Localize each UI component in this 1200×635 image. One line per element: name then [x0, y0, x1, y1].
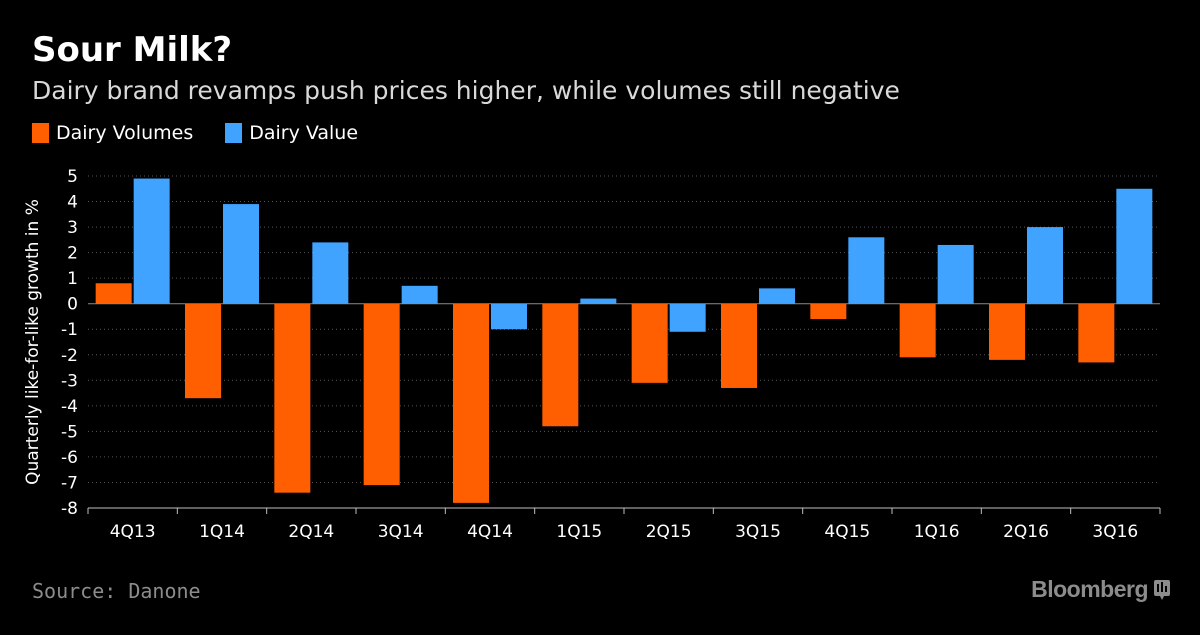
bar-dairy-volumes: [363, 303, 400, 486]
y-tick-label: 2: [67, 244, 78, 264]
bar-dairy-volumes: [721, 303, 757, 388]
y-tick-label: 1: [67, 269, 78, 289]
bar-dairy-volumes: [185, 303, 221, 399]
bar-dairy-value: [312, 242, 349, 304]
bar-dairy-value: [937, 244, 974, 304]
x-tick-label: 1Q14: [199, 522, 245, 542]
y-axis-title: Quarterly like-for-like growth in %: [23, 199, 43, 485]
y-tick-label: -2: [61, 346, 78, 366]
bar-dairy-value: [491, 303, 527, 330]
bar-dairy-value: [401, 285, 438, 304]
y-tick-label: -4: [61, 397, 78, 417]
y-tick-label: -1: [61, 320, 78, 340]
legend-label-volumes: Dairy Volumes: [56, 122, 194, 144]
x-tick-label: 3Q16: [1092, 522, 1138, 542]
y-tick-label: -6: [61, 448, 78, 468]
bar-dairy-volumes: [274, 303, 311, 493]
bar-dairy-value: [759, 288, 795, 304]
y-tick-label: 0: [67, 295, 78, 315]
bar-dairy-value: [580, 298, 617, 304]
x-tick-label: 1Q16: [914, 522, 960, 542]
y-tick-label: 4: [67, 193, 78, 213]
bar-dairy-value: [669, 303, 706, 332]
y-tick-label: -5: [61, 422, 78, 442]
y-tick-label: -7: [61, 473, 78, 493]
brand-name: Bloomberg: [1031, 576, 1148, 602]
bar-dairy-volumes: [810, 303, 847, 320]
source-note: Source: Danone: [32, 579, 201, 603]
bar-dairy-volumes: [542, 303, 579, 427]
legend-label-value: Dairy Value: [249, 122, 359, 144]
bar-dairy-volumes: [453, 303, 489, 503]
y-tick-label: -8: [61, 499, 78, 519]
y-tick-label: 3: [67, 218, 78, 238]
legend: Dairy Volumes Dairy Value: [32, 122, 390, 144]
y-tick-label: 5: [67, 167, 78, 187]
x-tick-label: 4Q13: [110, 522, 156, 542]
bar-dairy-volumes: [1078, 303, 1115, 363]
bar-dairy-volumes: [989, 303, 1025, 360]
x-tick-label: 3Q15: [735, 522, 781, 542]
x-tick-label: 2Q16: [1003, 522, 1049, 542]
bar-dairy-value: [848, 237, 885, 304]
bar-dairy-value: [223, 204, 259, 304]
x-tick-label: 3Q14: [378, 522, 424, 542]
x-tick-label: 2Q15: [646, 522, 692, 542]
x-tick-label: 4Q15: [824, 522, 870, 542]
bar-dairy-value: [1027, 227, 1063, 304]
chart-title: Sour Milk?: [32, 30, 233, 70]
bar-dairy-value: [133, 178, 170, 304]
x-tick-label: 4Q14: [467, 522, 513, 542]
bar-dairy-volumes: [95, 283, 132, 304]
legend-swatch-volumes: [32, 123, 49, 143]
legend-item-volumes: Dairy Volumes: [32, 122, 193, 144]
legend-swatch-value: [225, 123, 243, 143]
x-tick-label: 2Q14: [288, 522, 334, 542]
y-tick-label: -3: [61, 371, 78, 391]
bar-dairy-value: [1116, 188, 1153, 304]
chart-subtitle: Dairy brand revamps push prices higher, …: [32, 76, 900, 105]
bloomberg-logo-icon: [1154, 579, 1170, 600]
bar-dairy-volumes: [899, 303, 936, 358]
x-tick-label: 1Q15: [556, 522, 602, 542]
legend-item-value: Dairy Value: [225, 122, 358, 144]
bar-dairy-volumes: [631, 303, 668, 383]
brand-logo: Bloomberg: [1031, 576, 1170, 603]
